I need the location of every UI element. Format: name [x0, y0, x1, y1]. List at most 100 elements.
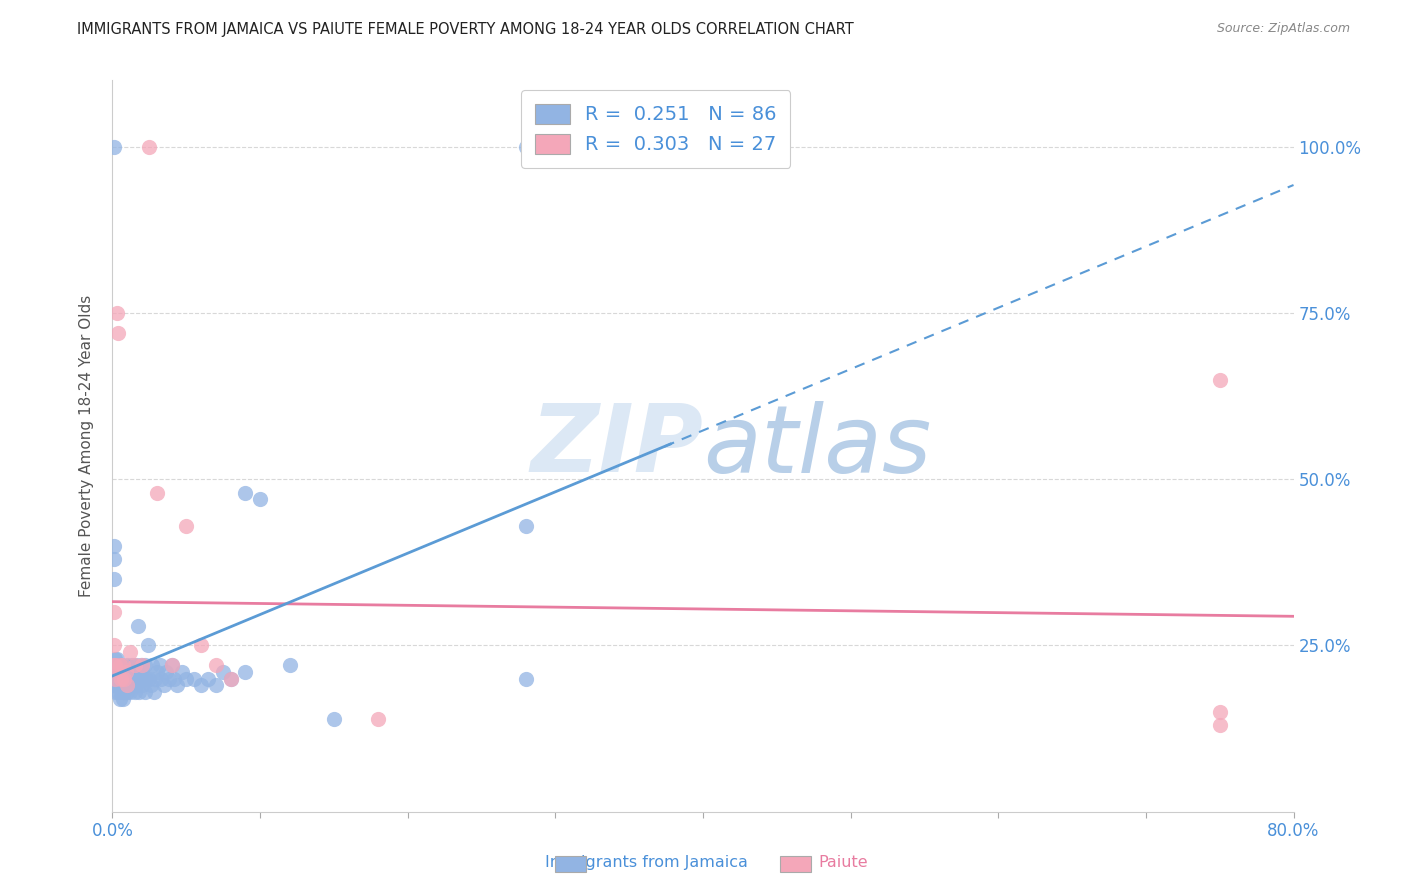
- Point: [197, 672, 219, 686]
- Point: [1208, 705, 1232, 719]
- Point: [124, 665, 146, 679]
- Point: [105, 672, 128, 686]
- Point: [134, 658, 156, 673]
- Point: [174, 518, 197, 533]
- Point: [105, 658, 128, 673]
- Point: [112, 672, 135, 686]
- Point: [166, 678, 188, 692]
- Point: [128, 685, 150, 699]
- Point: [170, 665, 193, 679]
- Point: [114, 665, 136, 679]
- Point: [103, 658, 125, 673]
- Point: [104, 658, 127, 673]
- Point: [118, 678, 141, 692]
- Point: [146, 485, 169, 500]
- Point: [124, 658, 146, 673]
- Point: [108, 658, 131, 673]
- Point: [103, 665, 125, 679]
- Point: [111, 691, 134, 706]
- Point: [122, 672, 145, 686]
- Point: [107, 326, 129, 340]
- Point: [117, 658, 138, 673]
- Point: [212, 665, 235, 679]
- Point: [138, 672, 160, 686]
- Point: [367, 712, 389, 726]
- Point: [141, 658, 163, 673]
- Y-axis label: Female Poverty Among 18-24 Year Olds: Female Poverty Among 18-24 Year Olds: [79, 295, 94, 597]
- Point: [111, 665, 134, 679]
- Point: [111, 658, 134, 673]
- Point: [124, 685, 146, 699]
- Point: [104, 672, 127, 686]
- Point: [108, 658, 131, 673]
- Text: atlas: atlas: [703, 401, 931, 491]
- Point: [160, 658, 183, 673]
- Point: [153, 678, 176, 692]
- Point: [132, 672, 155, 686]
- Point: [129, 658, 152, 673]
- Point: [190, 678, 212, 692]
- Point: [142, 685, 165, 699]
- Point: [219, 672, 242, 686]
- Point: [233, 485, 256, 500]
- Point: [515, 518, 537, 533]
- Point: [139, 678, 162, 692]
- Point: [105, 652, 128, 666]
- Point: [104, 685, 127, 699]
- Point: [117, 678, 138, 692]
- Point: [121, 678, 143, 692]
- Point: [205, 678, 228, 692]
- Point: [134, 685, 156, 699]
- Point: [190, 639, 212, 653]
- Point: [103, 658, 125, 673]
- Point: [112, 672, 135, 686]
- Point: [104, 665, 127, 679]
- Point: [131, 658, 153, 673]
- Point: [143, 672, 166, 686]
- Point: [157, 672, 180, 686]
- Point: [174, 672, 197, 686]
- Point: [149, 658, 172, 673]
- Point: [150, 672, 173, 686]
- Point: [103, 552, 125, 566]
- Point: [103, 572, 125, 586]
- Point: [121, 658, 143, 673]
- Point: [163, 672, 186, 686]
- Point: [249, 492, 271, 507]
- Point: [127, 618, 149, 632]
- Point: [1208, 372, 1232, 386]
- Point: [111, 678, 134, 692]
- Point: [233, 665, 256, 679]
- Point: [104, 652, 127, 666]
- Point: [146, 665, 169, 679]
- Text: Source: ZipAtlas.com: Source: ZipAtlas.com: [1216, 22, 1350, 36]
- Point: [160, 658, 183, 673]
- Point: [110, 672, 132, 686]
- Point: [103, 140, 125, 154]
- Point: [120, 685, 142, 699]
- Point: [120, 672, 142, 686]
- Point: [108, 691, 131, 706]
- Point: [114, 678, 136, 692]
- Point: [278, 658, 301, 673]
- Point: [110, 685, 132, 699]
- Text: ZIP: ZIP: [530, 400, 703, 492]
- Point: [118, 665, 141, 679]
- Text: Paiute: Paiute: [818, 855, 869, 870]
- Point: [515, 672, 537, 686]
- Point: [103, 678, 125, 692]
- Point: [117, 685, 138, 699]
- Point: [114, 665, 136, 679]
- Point: [105, 678, 128, 692]
- Point: [131, 678, 153, 692]
- Point: [1208, 718, 1232, 732]
- Point: [135, 672, 157, 686]
- Point: [138, 140, 160, 154]
- Point: [183, 672, 205, 686]
- Point: [103, 639, 125, 653]
- Point: [112, 685, 135, 699]
- Point: [103, 605, 125, 619]
- Point: [323, 712, 346, 726]
- Point: [110, 672, 132, 686]
- Point: [136, 639, 159, 653]
